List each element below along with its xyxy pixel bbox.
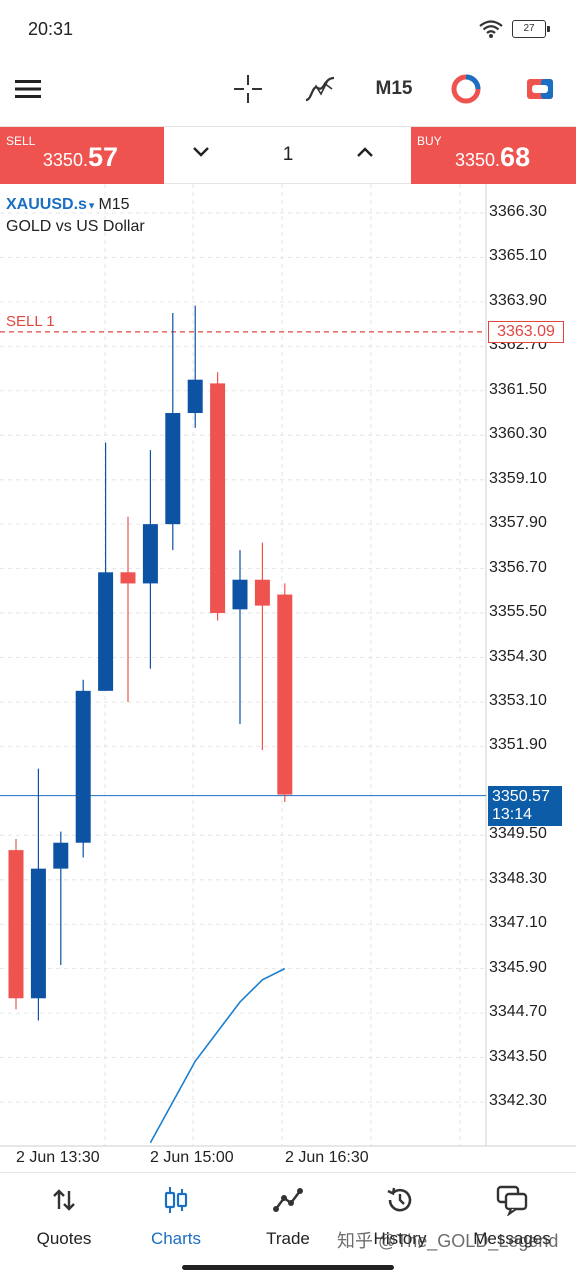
candle-body-bear [254, 579, 270, 606]
candle-body-bull [98, 572, 114, 691]
volume-increase-button[interactable] [356, 145, 374, 164]
symbol-name[interactable]: XAUUSD.s [6, 196, 87, 213]
history-icon [387, 1187, 412, 1212]
nav-charts[interactable]: Charts [121, 1183, 231, 1249]
price-tick-label: 3345.90 [489, 958, 547, 976]
nav-trade[interactable]: Trade [233, 1183, 343, 1249]
symbol-description: GOLD vs US Dollar [6, 218, 145, 235]
candle-body-bear [120, 572, 136, 584]
price-tick-label: 3348.30 [489, 869, 547, 887]
symbol-info[interactable]: XAUUSD.s ▾ M15 GOLD vs US Dollar [6, 196, 145, 236]
nav-quotes-label: Quotes [36, 1229, 92, 1248]
home-indicator[interactable] [182, 1265, 394, 1270]
chart-toolbar: M15 [0, 62, 576, 116]
buy-button[interactable]: BUY 3350.68 [411, 127, 576, 184]
candle-body-bull [30, 868, 46, 999]
candle-timer: 13:14 [492, 805, 533, 823]
one-click-trade-panel: SELL 3350.57 1 BUY 3350.68 [0, 126, 576, 184]
nav-messages[interactable]: Messages [457, 1183, 567, 1249]
messages-icon [496, 1185, 528, 1216]
time-tick-label: 2 Jun 13:30 [16, 1149, 100, 1166]
candle-body-bear [210, 383, 226, 614]
nav-charts-label: Charts [150, 1229, 202, 1248]
indicator-line [149, 967, 286, 1144]
nav-trade-label: Trade [266, 1229, 310, 1248]
status-time: 20:31 [28, 19, 74, 39]
symbol-timeframe: M15 [98, 196, 130, 213]
one-click-trading-icon [451, 74, 481, 104]
price-tick-label: 3342.30 [489, 1092, 547, 1109]
candle-body-bull [53, 842, 69, 869]
wifi-icon [479, 20, 503, 38]
candle-body-bull [142, 524, 158, 584]
candle-body-bull [75, 690, 91, 843]
price-tick-label: 3351.90 [489, 736, 547, 754]
price-tick-label: 3344.70 [489, 1003, 547, 1021]
time-tick-label: 2 Jun 16:30 [285, 1149, 369, 1166]
indicators-button[interactable] [302, 70, 338, 108]
watermark: 知乎 @The_GOLD_Legend [337, 1231, 559, 1251]
volume-decrease-button[interactable] [192, 145, 210, 164]
sell-label: SELL [6, 134, 36, 148]
current-price-tag: 3350.57 13:14 [488, 785, 562, 826]
nav-history[interactable]: History [345, 1183, 455, 1249]
crosshair-icon [234, 75, 262, 103]
buy-label: BUY [417, 134, 442, 148]
nav-quotes[interactable]: Quotes [9, 1183, 119, 1249]
current-price-value: 3350.57 [492, 787, 550, 805]
price-tick-label: 3354.30 [489, 647, 547, 665]
price-tick-label: 3357.90 [489, 514, 547, 532]
new-order-icon [527, 79, 553, 99]
new-order-button[interactable] [522, 70, 558, 108]
time-tick-label: 2 Jun 15:00 [150, 1149, 234, 1166]
chart-canvas[interactable] [0, 184, 576, 1172]
nav-history-label: History [373, 1229, 427, 1248]
one-click-trading-button[interactable] [448, 70, 484, 108]
candle-body-bull [187, 379, 203, 414]
candle-body-bear [8, 850, 24, 999]
chevron-up-icon [357, 147, 373, 157]
price-tick-label: 3353.10 [489, 691, 547, 709]
sell-order-price-tag: 3363.09 [488, 320, 564, 343]
crosshair-button[interactable] [230, 70, 266, 108]
price-tick-label: 3359.10 [489, 469, 547, 487]
trend-line-icon [273, 1188, 303, 1212]
candle-body-bull [165, 413, 181, 525]
timeframe-button[interactable]: M15 [375, 78, 413, 99]
sell-order-label[interactable]: SELL 1 [6, 312, 55, 330]
price-tick-label: 3356.70 [489, 558, 547, 576]
arrows-up-down-icon [53, 1189, 75, 1211]
hamburger-menu-icon [15, 80, 41, 98]
price-tick-label: 3361.50 [489, 380, 547, 398]
candlestick-icon [164, 1187, 188, 1213]
price-tick-label: 3366.30 [489, 203, 547, 220]
status-icons: 27 [478, 18, 550, 40]
price-chart[interactable] [0, 184, 576, 1172]
bottom-navigation: Quotes Charts Trade [0, 1172, 576, 1280]
status-bar: 20:31 27 [0, 0, 576, 60]
menu-button[interactable] [10, 70, 46, 108]
price-tick-label: 3343.50 [489, 1047, 547, 1065]
price-tick-label: 3349.50 [489, 825, 547, 843]
battery-icon: 27 [512, 20, 550, 38]
volume-value[interactable]: 1 [282, 144, 294, 165]
candle-body-bear [277, 594, 293, 795]
nav-messages-label: Messages [473, 1229, 551, 1248]
price-tick-label: 3347.10 [489, 914, 547, 932]
price-tick-label: 3355.50 [489, 603, 547, 621]
sell-price: 3350.57 [42, 142, 118, 172]
candle-body-bull [232, 579, 248, 610]
indicators-icon [305, 76, 335, 102]
buy-price: 3350.68 [455, 142, 531, 172]
price-tick-label: 3363.90 [489, 291, 547, 309]
sell-button[interactable]: SELL 3350.57 [0, 127, 164, 184]
price-tick-label: 3365.10 [489, 247, 547, 265]
price-tick-label: 3360.30 [489, 425, 547, 443]
chevron-down-icon [193, 147, 209, 157]
symbol-dropdown-icon[interactable]: ▾ [88, 200, 95, 212]
